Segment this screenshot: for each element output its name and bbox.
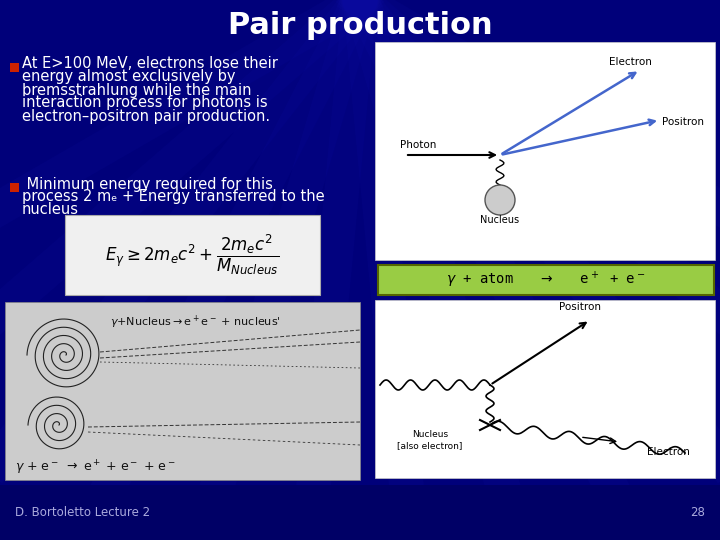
Text: Electron: Electron [647, 447, 690, 457]
FancyBboxPatch shape [5, 302, 360, 480]
Text: $\gamma$+Nucleus$\rightarrow$e$^+$e$^-$ + nucleus': $\gamma$+Nucleus$\rightarrow$e$^+$e$^-$ … [110, 313, 281, 330]
Text: interaction process for photons is: interaction process for photons is [22, 96, 268, 111]
Text: bremsstrahlung while the main: bremsstrahlung while the main [22, 83, 251, 98]
Text: $\gamma$ + atom   $\rightarrow$   e$^+$ + e$^-$: $\gamma$ + atom $\rightarrow$ e$^+$ + e$… [446, 270, 646, 290]
Text: Positron: Positron [662, 117, 704, 127]
Text: Photon: Photon [400, 140, 436, 150]
FancyBboxPatch shape [65, 215, 320, 295]
Text: electron–positron pair production.: electron–positron pair production. [22, 109, 270, 124]
Bar [10, 183, 19, 192]
Text: Nucleus: Nucleus [480, 215, 520, 225]
Text: Minimum energy required for this: Minimum energy required for this [22, 177, 273, 192]
Text: D. Bortoletto Lecture 2: D. Bortoletto Lecture 2 [15, 505, 150, 518]
Text: $\gamma$ + e$^-$ $\rightarrow$ e$^+$ + e$^-$ + e$^-$: $\gamma$ + e$^-$ $\rightarrow$ e$^+$ + e… [15, 459, 176, 477]
FancyBboxPatch shape [0, 485, 720, 540]
Text: nucleus: nucleus [22, 202, 79, 218]
Text: Pair production: Pair production [228, 10, 492, 39]
FancyBboxPatch shape [378, 265, 714, 295]
FancyBboxPatch shape [375, 42, 715, 260]
Text: Electron: Electron [608, 57, 652, 67]
Text: Nucleus
[also electron]: Nucleus [also electron] [397, 430, 463, 450]
Bar [10, 63, 19, 72]
Text: Positron: Positron [559, 302, 601, 312]
Text: $E_{\gamma} \geq 2m_e c^2 + \dfrac{2m_e c^2}{M_{Nucleus}}$: $E_{\gamma} \geq 2m_e c^2 + \dfrac{2m_e … [105, 233, 279, 277]
Text: At E>100 MeV, electrons lose their: At E>100 MeV, electrons lose their [22, 57, 278, 71]
Circle shape [485, 185, 515, 215]
Text: energy almost exclusively by: energy almost exclusively by [22, 70, 235, 84]
FancyBboxPatch shape [375, 300, 715, 478]
Text: 28: 28 [690, 505, 705, 518]
Text: process 2 mₑ + Energy transferred to the: process 2 mₑ + Energy transferred to the [22, 190, 325, 205]
